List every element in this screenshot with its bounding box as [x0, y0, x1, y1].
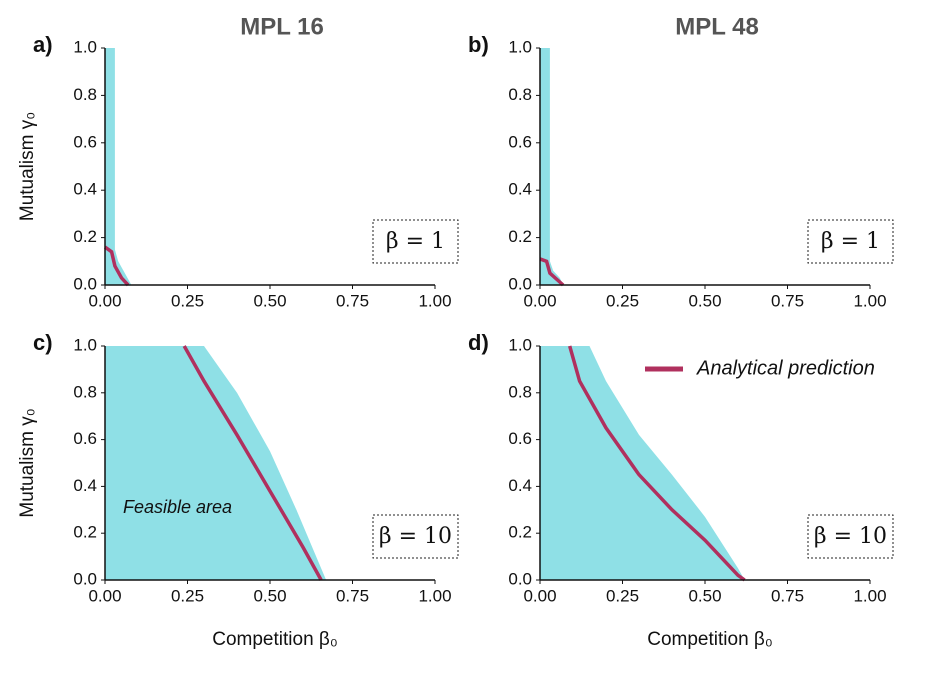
y-tick-label: 0.0 — [73, 569, 97, 588]
y-tick-label: 0.2 — [73, 227, 97, 246]
y-tick-label: 0.4 — [508, 180, 532, 199]
y-tick-label: 0.0 — [73, 274, 97, 293]
annotation-box — [372, 514, 459, 559]
y-tick-label: 0.6 — [508, 429, 532, 448]
x-tick-label: 0.75 — [336, 291, 369, 310]
y-tick-label: 1.0 — [73, 335, 97, 354]
y-tick-label: 0.0 — [508, 569, 532, 588]
x-tick-label: 1.00 — [853, 586, 886, 605]
y-tick-label: 0.4 — [508, 476, 532, 495]
y-tick-label: 1.0 — [73, 37, 97, 56]
y-tick-label: 0.2 — [73, 523, 97, 542]
y-tick-label: 0.2 — [508, 523, 532, 542]
x-tick-label: 1.00 — [853, 291, 886, 310]
annotation: β = 1 — [821, 229, 880, 254]
y-tick-label: 0.8 — [73, 85, 97, 104]
x-tick-label: 0.50 — [253, 291, 286, 310]
annotation-box — [807, 514, 894, 559]
prediction-line — [182, 345, 323, 581]
x-axis-label: Competition β₀ — [647, 629, 772, 650]
feasible-area — [540, 48, 564, 285]
x-tick-label: 0.00 — [523, 586, 556, 605]
x-tick-label: 0.50 — [688, 586, 721, 605]
feasible-area — [105, 346, 327, 580]
panel-label: a) — [33, 32, 53, 57]
x-tick-label: 0.50 — [253, 586, 286, 605]
y-tick-label: 0.6 — [73, 429, 97, 448]
column-title: MPL 16 — [240, 13, 324, 40]
x-tick-label: 0.00 — [523, 291, 556, 310]
feasible-area — [540, 346, 745, 580]
y-tick-label: 0.4 — [73, 180, 97, 199]
y-tick-label: 0.2 — [508, 227, 532, 246]
y-tick-label: 0.0 — [508, 274, 532, 293]
y-tick-label: 0.4 — [73, 476, 97, 495]
x-tick-label: 1.00 — [418, 586, 451, 605]
x-tick-label: 0.75 — [771, 291, 804, 310]
x-tick-label: 0.00 — [88, 291, 121, 310]
x-tick-label: 0.25 — [606, 586, 639, 605]
column-title: MPL 48 — [675, 13, 759, 40]
annotation: β = 10 — [814, 524, 887, 549]
y-axis-label: Mutualism γ₀ — [17, 408, 38, 517]
y-tick-label: 1.0 — [508, 37, 532, 56]
y-tick-label: 0.8 — [508, 382, 532, 401]
x-tick-label: 0.25 — [171, 291, 204, 310]
y-tick-label: 0.8 — [508, 85, 532, 104]
x-tick-label: 0.25 — [171, 586, 204, 605]
annotation: β = 1 — [386, 229, 445, 254]
y-tick-label: 0.8 — [73, 382, 97, 401]
y-tick-label: 0.6 — [73, 132, 97, 151]
y-tick-label: 0.6 — [508, 132, 532, 151]
legend-label: Analytical prediction — [696, 357, 875, 379]
panel-label: c) — [33, 330, 53, 355]
x-tick-label: 0.00 — [88, 586, 121, 605]
x-tick-label: 0.50 — [688, 291, 721, 310]
x-tick-label: 0.75 — [336, 586, 369, 605]
area-label: Feasible area — [123, 497, 232, 517]
prediction-line — [103, 245, 130, 287]
y-axis-label: Mutualism γ₀ — [17, 112, 38, 221]
panel-label: d) — [468, 330, 489, 355]
feasible-area — [105, 48, 132, 285]
x-tick-label: 1.00 — [418, 291, 451, 310]
annotation-box — [807, 219, 894, 264]
annotation: β = 10 — [379, 524, 452, 549]
annotation-box — [372, 219, 459, 264]
x-tick-label: 0.75 — [771, 586, 804, 605]
panel-label: b) — [468, 32, 489, 57]
x-axis-label: Competition β₀ — [212, 629, 337, 650]
prediction-line — [539, 257, 565, 287]
prediction-line — [568, 345, 746, 582]
x-tick-label: 0.25 — [606, 291, 639, 310]
y-tick-label: 1.0 — [508, 335, 532, 354]
